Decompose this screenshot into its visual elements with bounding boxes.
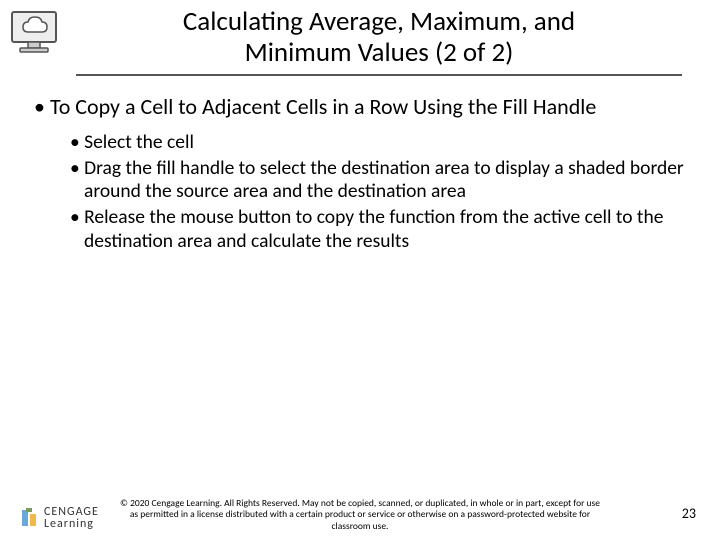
- footer: CENGAGE Learning © 2020 Cengage Learning…: [0, 498, 720, 532]
- logo-icon: [20, 506, 40, 530]
- bullet-level2: Drag the fill handle to select the desti…: [70, 157, 688, 205]
- page-number: 23: [682, 505, 696, 522]
- logo-text: CENGAGE Learning: [44, 506, 99, 530]
- title-line-2: Minimum Values (2 of 2): [245, 36, 514, 69]
- bullet-level2: Select the cell: [70, 131, 688, 155]
- bullet-level2: Release the mouse button to copy the fun…: [70, 206, 688, 254]
- title-block: Calculating Average, Maximum, and Minimu…: [76, 6, 682, 76]
- cengage-logo: CENGAGE Learning: [20, 506, 99, 530]
- slide: Calculating Average, Maximum, and Minimu…: [0, 0, 720, 540]
- logo-brand-bottom: Learning: [44, 518, 99, 530]
- slide-body: To Copy a Cell to Adjacent Cells in a Ro…: [28, 94, 692, 254]
- slide-title: Calculating Average, Maximum, and Minimu…: [76, 6, 682, 68]
- bullet-level1: To Copy a Cell to Adjacent Cells in a Ro…: [32, 94, 688, 121]
- copyright-text: © 2020 Cengage Learning. All Rights Rese…: [120, 498, 600, 532]
- title-line-1: Calculating Average, Maximum, and: [183, 5, 575, 38]
- bullet-level2-group: Select the cell Drag the fill handle to …: [32, 131, 688, 254]
- monitor-cloud-icon: [8, 8, 60, 56]
